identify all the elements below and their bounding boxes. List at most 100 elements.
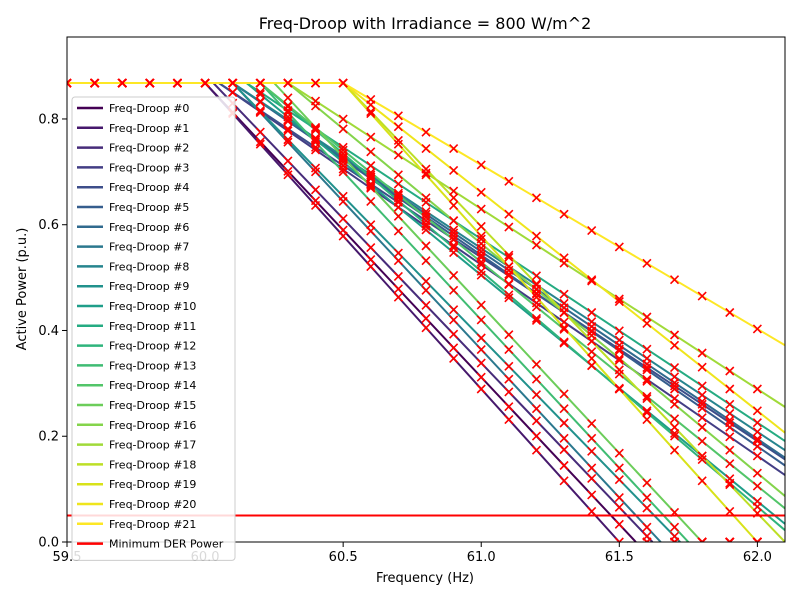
data-marker xyxy=(504,262,514,272)
data-marker xyxy=(393,150,403,160)
data-marker xyxy=(449,144,459,154)
data-marker xyxy=(531,416,542,426)
data-marker xyxy=(504,222,514,232)
legend-item: Freq-Droop #13 xyxy=(77,359,196,372)
data-marker xyxy=(669,340,680,350)
data-marker xyxy=(338,231,348,241)
data-marker xyxy=(449,225,459,235)
data-marker xyxy=(310,163,321,173)
legend-label: Freq-Droop #16 xyxy=(109,419,196,432)
legend-item: Freq-Droop #1 xyxy=(77,122,189,135)
data-marker xyxy=(449,200,459,210)
legend-label: Freq-Droop #1 xyxy=(109,122,189,135)
data-marker xyxy=(283,126,293,136)
data-marker xyxy=(145,78,155,88)
data-marker xyxy=(725,408,735,419)
data-marker xyxy=(366,242,376,253)
data-marker xyxy=(697,422,707,432)
data-marker xyxy=(90,78,100,88)
data-marker xyxy=(393,111,403,121)
data-marker xyxy=(669,522,680,532)
data-marker xyxy=(614,335,624,345)
data-marker xyxy=(393,211,403,221)
x-axis-title: Frequency (Hz) xyxy=(376,571,474,586)
data-marker xyxy=(504,361,514,371)
data-marker xyxy=(449,305,459,315)
data-marker xyxy=(504,402,514,412)
marker-layer xyxy=(67,78,762,542)
data-marker xyxy=(449,228,459,238)
data-marker xyxy=(587,433,597,443)
data-marker xyxy=(642,363,652,373)
data-marker xyxy=(310,96,321,106)
data-marker xyxy=(338,164,348,174)
data-marker xyxy=(338,149,348,159)
legend-label: Minimum DER Power xyxy=(109,538,224,551)
data-marker xyxy=(476,160,486,170)
data-marker xyxy=(559,337,569,347)
data-marker xyxy=(559,404,569,414)
data-marker xyxy=(393,226,403,236)
data-marker xyxy=(559,298,569,308)
data-marker xyxy=(255,78,265,88)
legend-item: Freq-Droop #0 xyxy=(77,102,189,115)
data-marker xyxy=(393,248,403,258)
data-marker xyxy=(587,446,597,456)
data-marker xyxy=(697,537,707,542)
data-marker xyxy=(614,353,624,363)
data-marker xyxy=(393,179,403,189)
data-marker xyxy=(669,445,680,455)
legend-item: Freq-Droop #16 xyxy=(77,419,196,432)
data-marker xyxy=(642,374,652,385)
data-marker xyxy=(587,275,597,285)
data-marker xyxy=(752,537,762,542)
data-marker xyxy=(366,180,376,190)
data-marker xyxy=(642,258,652,268)
data-marker xyxy=(531,313,542,323)
data-marker xyxy=(504,265,514,275)
data-marker xyxy=(587,506,597,516)
data-marker xyxy=(366,182,376,192)
data-marker xyxy=(642,391,652,402)
data-marker xyxy=(531,279,542,289)
data-marker xyxy=(393,170,403,180)
data-marker xyxy=(449,186,459,196)
data-marker xyxy=(669,414,680,424)
data-marker xyxy=(449,216,459,226)
data-marker xyxy=(449,285,459,295)
data-marker xyxy=(725,445,735,455)
data-marker xyxy=(587,225,597,236)
data-marker xyxy=(697,451,707,461)
data-marker xyxy=(421,168,431,178)
data-marker xyxy=(725,537,735,542)
x-tick-label: 61.0 xyxy=(467,550,496,565)
data-marker xyxy=(669,431,680,441)
data-marker xyxy=(255,127,265,137)
data-marker xyxy=(504,330,514,340)
data-marker xyxy=(587,307,597,318)
data-marker xyxy=(725,506,735,516)
data-marker xyxy=(504,250,514,260)
data-marker xyxy=(752,406,762,416)
data-marker xyxy=(725,366,735,376)
data-marker xyxy=(393,271,403,281)
data-marker xyxy=(504,209,514,219)
data-marker xyxy=(531,231,542,241)
data-marker xyxy=(476,221,486,232)
data-marker xyxy=(752,434,762,444)
data-marker xyxy=(117,78,127,88)
data-marker xyxy=(752,441,762,451)
data-marker xyxy=(752,418,762,428)
data-marker xyxy=(669,381,680,391)
data-marker xyxy=(531,315,542,325)
data-marker xyxy=(697,455,707,465)
legend-label: Freq-Droop #9 xyxy=(109,280,189,293)
data-marker xyxy=(200,78,210,88)
data-marker xyxy=(172,78,183,88)
data-marker xyxy=(559,323,569,333)
data-marker xyxy=(531,390,542,400)
data-marker xyxy=(393,256,403,266)
data-marker xyxy=(228,78,238,88)
data-marker xyxy=(752,502,762,512)
data-marker xyxy=(614,344,624,354)
